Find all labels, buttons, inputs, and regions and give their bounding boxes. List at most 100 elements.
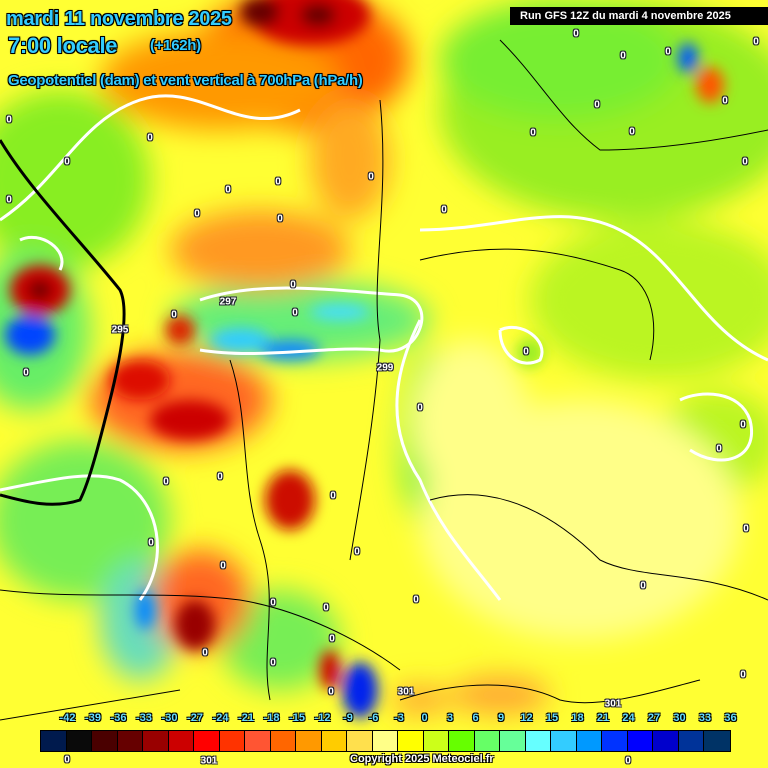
colorbar-swatch bbox=[551, 731, 577, 751]
colorbar-swatch bbox=[627, 731, 653, 751]
zero-contour-label: 0 bbox=[194, 208, 200, 220]
colorbar-swatch bbox=[576, 731, 602, 751]
colorbar-swatch bbox=[245, 731, 271, 751]
zero-contour-label: 0 bbox=[275, 176, 281, 188]
zero-contour-label: 0 bbox=[277, 213, 283, 225]
colorbar bbox=[40, 730, 731, 752]
colorbar-tick-label: 6 bbox=[472, 712, 479, 724]
colorbar-tick-label: 24 bbox=[622, 712, 635, 724]
zero-contour-label: 0 bbox=[665, 46, 671, 58]
zero-contour-label: 0 bbox=[413, 594, 419, 606]
colorbar-tick-label: -9 bbox=[343, 712, 353, 724]
colorbar-swatch bbox=[66, 731, 92, 751]
zero-contour-label: 0 bbox=[225, 184, 231, 196]
colorbar-swatch bbox=[704, 731, 730, 751]
colorbar-tick-label: 9 bbox=[497, 712, 505, 724]
zero-contour-label: 0 bbox=[163, 476, 169, 488]
colorbar-tick-label: 3 bbox=[446, 712, 454, 724]
colorbar-tick-label: -6 bbox=[368, 712, 379, 724]
colorbar-tick-label: -33 bbox=[136, 712, 152, 724]
colorbar-swatch bbox=[194, 731, 220, 751]
zero-contour-label: 0 bbox=[64, 156, 70, 168]
colorbar-tick-label: -24 bbox=[212, 712, 229, 724]
zero-contour-label: 0 bbox=[640, 580, 646, 592]
zero-contour-label: 0 bbox=[330, 490, 336, 502]
colorbar-tick-label: -3 bbox=[394, 712, 404, 724]
borders bbox=[0, 39, 768, 721]
zero-contour-label: 0 bbox=[629, 126, 635, 138]
zero-contour-label: 0 bbox=[323, 602, 329, 614]
zero-contour-label: 0 bbox=[270, 597, 276, 609]
zero-contour-label: 0 bbox=[328, 686, 334, 698]
colorbar-ticks: -42 -39 -36 -33 -30 -27 -24 -21 -18 -15 -12 -9 -6 -3 0… bbox=[40, 712, 740, 726]
zero-contour-label: 0 bbox=[523, 346, 529, 358]
zero-contour-label: 0 bbox=[742, 156, 748, 168]
geopotential-label: 301 bbox=[604, 698, 622, 710]
zero-contour-label: 0 bbox=[573, 28, 579, 40]
colorbar-swatch bbox=[219, 731, 245, 751]
colorbar-swatch bbox=[347, 731, 373, 751]
colorbar-swatch bbox=[678, 731, 704, 751]
zero-contour-label: 0 bbox=[6, 194, 12, 206]
zero-contour-label: 0 bbox=[716, 443, 722, 455]
forecast-local-time: 7:00 locale bbox=[8, 33, 118, 58]
colorbar-tick-label: -18 bbox=[263, 712, 280, 724]
zero-contours bbox=[0, 94, 768, 601]
colorbar-tick-label: 21 bbox=[596, 712, 610, 724]
zero-contour-label: 0 bbox=[625, 755, 631, 767]
colorbar-tick-label: 15 bbox=[545, 712, 559, 724]
zero-contour-label: 0 bbox=[594, 99, 600, 111]
model-run-banner: Run GFS 12Z du mardi 4 novembre 2025 bbox=[510, 7, 768, 25]
colorbar-swatch bbox=[92, 731, 118, 751]
zero-contour-label: 0 bbox=[202, 647, 208, 659]
zero-contour-label: 0 bbox=[23, 367, 29, 379]
front-line bbox=[0, 139, 126, 506]
colorbar-swatch bbox=[423, 731, 449, 751]
zero-contour-label: 0 bbox=[441, 204, 447, 216]
zero-contour-label: 0 bbox=[530, 127, 536, 139]
colorbar-swatch bbox=[500, 731, 526, 751]
copyright: Copyright 2025 Meteociel.fr bbox=[350, 753, 494, 765]
colorbar-tick-label: -39 bbox=[85, 712, 101, 724]
colorbar-tick-label: 0 bbox=[421, 712, 428, 724]
colorbar-tick-label: -15 bbox=[289, 712, 305, 724]
geopotential-label: 295 bbox=[111, 324, 129, 336]
colorbar-swatch bbox=[168, 731, 194, 751]
colorbar-tick-label: -27 bbox=[187, 712, 203, 724]
colorbar-tick-label: 12 bbox=[520, 712, 533, 724]
forecast-lead-time: (+162h) bbox=[150, 37, 201, 54]
zero-contour-label: 0 bbox=[354, 546, 360, 558]
colorbar-swatch bbox=[41, 731, 67, 751]
colorbar-swatch bbox=[474, 731, 500, 751]
zero-contour-label: 0 bbox=[64, 754, 70, 766]
zero-contour-label: 0 bbox=[270, 657, 276, 669]
zero-contour-label: 0 bbox=[6, 114, 12, 126]
zero-contour-label: 0 bbox=[620, 50, 626, 62]
zero-contour-label: 0 bbox=[171, 309, 177, 321]
colorbar-swatch bbox=[296, 731, 322, 751]
parameter-title: Geopotentiel (dam) et vent vertical à 70… bbox=[8, 72, 363, 89]
colorbar-tick-label: -21 bbox=[238, 712, 254, 724]
colorbar-tick-label: 18 bbox=[571, 712, 584, 724]
colorbar-swatch bbox=[117, 731, 143, 751]
forecast-date: mardi 11 novembre 2025 bbox=[6, 8, 232, 30]
zero-contour-label: 0 bbox=[417, 402, 423, 414]
colorbar-swatch bbox=[270, 731, 296, 751]
colorbar-swatch bbox=[525, 731, 551, 751]
geopotential-label: 301 bbox=[200, 755, 218, 767]
colorbar-tick-label: -36 bbox=[110, 712, 127, 724]
geopotential-label: 299 bbox=[376, 362, 394, 374]
colorbar-swatch bbox=[398, 731, 424, 751]
colorbar-swatch bbox=[602, 731, 628, 751]
colorbar-swatch bbox=[321, 731, 347, 751]
colorbar-tick-label: 30 bbox=[673, 712, 686, 724]
vertical-velocity-field bbox=[0, 0, 768, 715]
zero-contour-label: 0 bbox=[329, 633, 335, 645]
zero-contour-label: 0 bbox=[722, 95, 728, 107]
zero-contour-label: 0 bbox=[743, 523, 749, 535]
colorbar-swatch bbox=[449, 731, 475, 751]
zero-contour-label: 0 bbox=[147, 132, 153, 144]
zero-contour-label: 0 bbox=[220, 560, 226, 572]
colorbar-tick-label: -42 bbox=[59, 712, 76, 724]
